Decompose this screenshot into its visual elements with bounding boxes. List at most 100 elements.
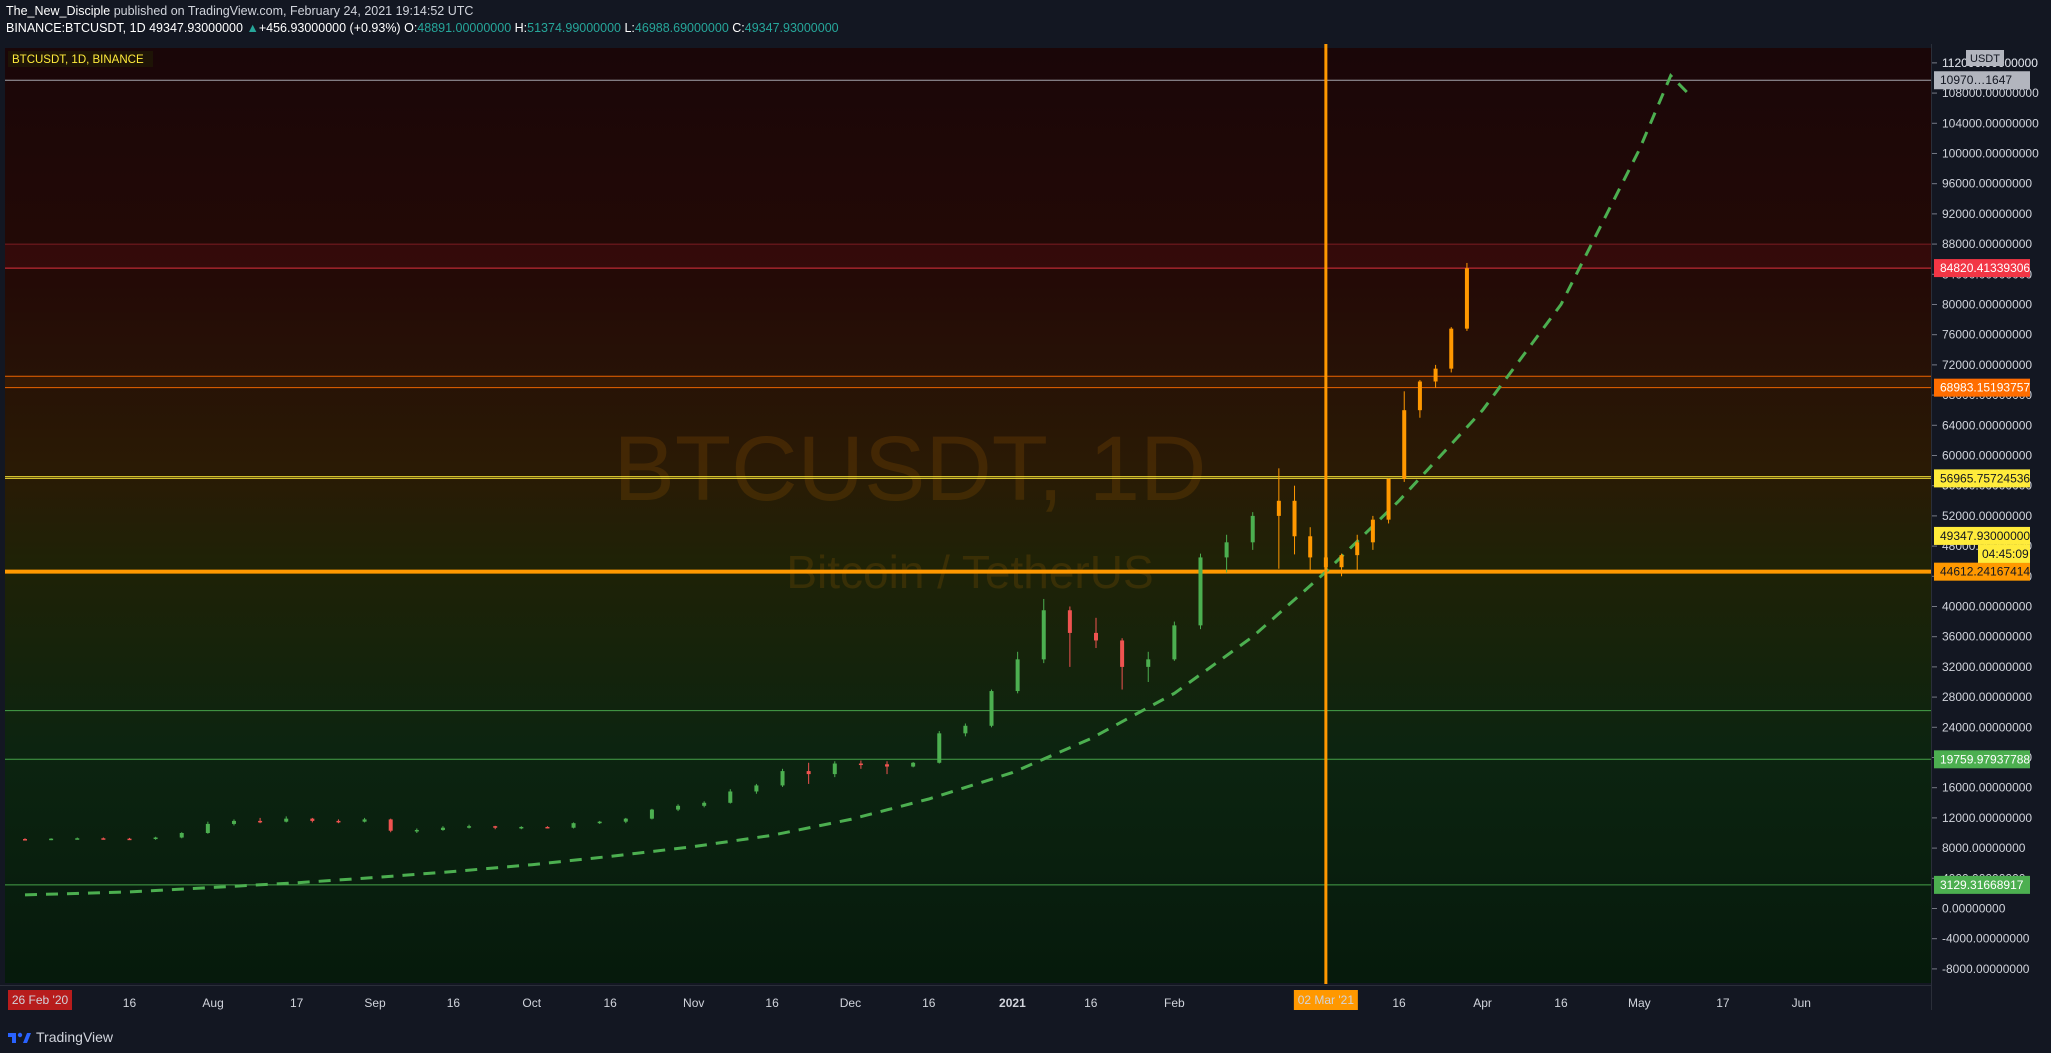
candle-body: [754, 785, 759, 792]
level-price-tag-label: 56965.75724536: [1940, 471, 2030, 485]
candle: [806, 762, 811, 784]
candle-body: [1417, 381, 1422, 411]
time-tick-label: 16: [765, 996, 779, 1010]
time-tick-label: Apr: [1473, 996, 1492, 1010]
candle-body: [989, 691, 994, 726]
candle-body: [310, 818, 315, 821]
time-tick-label: Nov: [683, 996, 704, 1010]
candle-body: [1402, 410, 1407, 479]
open-value: 48891.00000000: [417, 21, 512, 35]
time-tick-label: 16: [1554, 996, 1568, 1010]
candle-body: [75, 838, 80, 840]
candle: [1417, 379, 1422, 418]
candle: [179, 832, 184, 839]
candle: [1224, 534, 1229, 573]
candle-body: [284, 818, 289, 822]
candle-body: [780, 771, 785, 786]
price-tick-label: 32000.00000000: [1942, 660, 2032, 674]
time-tick-label: 17: [1716, 996, 1730, 1010]
time-tick-label: Feb: [1164, 996, 1185, 1010]
candle-body: [1433, 368, 1438, 382]
level-price-tag-label: 68983.15193757: [1940, 381, 2030, 395]
last-price-tag-label: 49347.93000000: [1940, 529, 2030, 543]
price-tick-label: 104000.00000000: [1942, 116, 2039, 130]
price-tick-label: 92000.00000000: [1942, 207, 2032, 221]
candle-body: [649, 809, 654, 819]
price-tick-label: 8000.00000000: [1942, 841, 2026, 855]
candle: [1292, 485, 1297, 555]
price-chart[interactable]: BTCUSDT, 1D Bitcoin / TetherUS 112000.00…: [0, 0, 2051, 1025]
candle-body: [153, 837, 158, 840]
candle-body: [911, 762, 916, 767]
level-price-tag-box: [1934, 469, 2030, 488]
close-value: 49347.93000000: [744, 21, 839, 35]
candle: [440, 826, 445, 831]
candle-body: [1120, 640, 1125, 667]
candle: [519, 826, 524, 830]
level-price-tag-box: [1934, 750, 2030, 769]
candle: [1015, 651, 1020, 694]
level-price-tag-box: [1934, 562, 2030, 581]
candle: [127, 837, 132, 841]
candle-body: [1172, 625, 1177, 660]
time-tick-label: 16: [1084, 996, 1098, 1010]
price-axis-background: [1932, 44, 2051, 984]
price-tick-label: 36000.00000000: [1942, 630, 2032, 644]
watermark: BTCUSDT, 1D Bitcoin / TetherUS: [614, 418, 1207, 598]
candle: [1339, 553, 1344, 577]
high-label: H:: [514, 21, 528, 35]
cursor-date-tag: [1293, 990, 1358, 1010]
candle-body: [623, 818, 628, 822]
plot-background: [5, 48, 1931, 983]
candle-body: [127, 838, 132, 841]
candle-body: [362, 819, 367, 822]
price-tick-label: 64000.00000000: [1942, 418, 2032, 432]
tradingview-brand: TradingView: [36, 1029, 114, 1045]
time-axis[interactable]: 16 Aug 17 Sep 16 Oct 16 Nov 16 Dec 16 2021 16 Feb 16 Ap…: [8, 990, 1811, 1010]
candle-body: [1339, 555, 1344, 568]
level-price-tag-box: [1934, 71, 2030, 90]
candle: [937, 731, 942, 764]
currency-badge[interactable]: [1966, 50, 2004, 66]
candle-body: [1464, 268, 1469, 329]
tradingview-icon: [8, 1032, 31, 1043]
level-price-tag-label: 84820.41339306: [1940, 261, 2030, 275]
candle: [414, 828, 419, 833]
zone-band: [5, 244, 1931, 269]
level-price-tag-box: [1934, 875, 2030, 894]
candle: [1386, 478, 1391, 524]
candle-body: [258, 820, 263, 823]
publish-info: published on TradingView.com, February 2…: [113, 4, 474, 18]
legend-symbol[interactable]: BTCUSDT, 1D, BINANCE: [12, 54, 144, 66]
zone-band: [5, 476, 1931, 479]
candle: [571, 822, 576, 829]
candle: [1449, 327, 1454, 373]
candle: [49, 838, 54, 841]
tradingview-logo[interactable]: TradingView: [6, 1029, 113, 1045]
candle: [1464, 262, 1469, 331]
candle: [284, 816, 289, 823]
author-name[interactable]: The_New_Disciple: [6, 4, 111, 18]
candle-body: [49, 838, 54, 841]
countdown-label: 04:45:09: [1982, 547, 2029, 561]
candle-body: [937, 733, 942, 763]
zone-band: [5, 376, 1931, 388]
time-tick-label: 17: [290, 996, 304, 1010]
candle-body: [702, 802, 707, 806]
publish-line: The_New_Disciple published on TradingVie…: [6, 4, 473, 18]
candle: [623, 817, 628, 824]
level-price-tag-label: 10970…1647: [1940, 73, 2012, 87]
candle: [205, 821, 210, 834]
time-axis-background: [0, 985, 1931, 1025]
candle: [362, 817, 367, 823]
last-price-tag-box: [1934, 526, 2030, 545]
candle-body: [1292, 500, 1297, 537]
candle: [858, 760, 863, 769]
candle-body: [101, 838, 106, 840]
close-label: C:: [732, 21, 745, 35]
candle-body: [1041, 610, 1046, 660]
candle: [388, 818, 393, 833]
price-tick-label: 52000.00000000: [1942, 509, 2032, 523]
price-tick-label: -4000.00000000: [1942, 932, 2030, 946]
time-tick-label: 16: [123, 996, 137, 1010]
